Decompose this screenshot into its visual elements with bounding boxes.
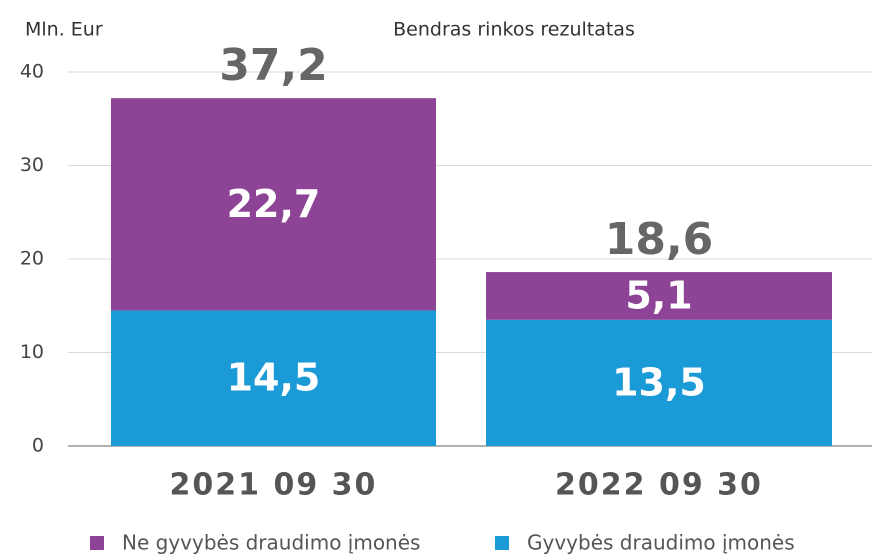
total-label: 18,6 bbox=[605, 214, 714, 265]
legend-swatch bbox=[90, 536, 104, 550]
bar-segment bbox=[111, 310, 436, 446]
legend-label: Ne gyvybės draudimo įmonės bbox=[122, 531, 420, 555]
data-label: 14,5 bbox=[227, 356, 321, 400]
data-label: 5,1 bbox=[625, 273, 692, 317]
bar-segment bbox=[486, 272, 832, 320]
y-tick-label: 40 bbox=[20, 61, 44, 83]
y-tick-label: 30 bbox=[20, 154, 44, 176]
bar-segment bbox=[111, 98, 436, 311]
chart-title: Bendras rinkos rezultatas bbox=[393, 19, 635, 41]
data-label: 13,5 bbox=[612, 360, 706, 404]
y-tick-label: 10 bbox=[20, 341, 44, 363]
y-tick-label: 0 bbox=[32, 435, 44, 457]
y-axis-label: Mln. Eur bbox=[25, 19, 103, 41]
x-tick-label: 2022 09 30 bbox=[555, 468, 763, 503]
total-label: 37,2 bbox=[219, 40, 328, 91]
y-tick-label: 20 bbox=[20, 248, 44, 270]
bar-segment bbox=[486, 319, 832, 446]
data-label: 22,7 bbox=[227, 182, 321, 226]
legend-label: Gyvybės draudimo įmonės bbox=[527, 531, 795, 555]
legend-swatch bbox=[495, 536, 509, 550]
x-tick-label: 2021 09 30 bbox=[170, 468, 378, 503]
